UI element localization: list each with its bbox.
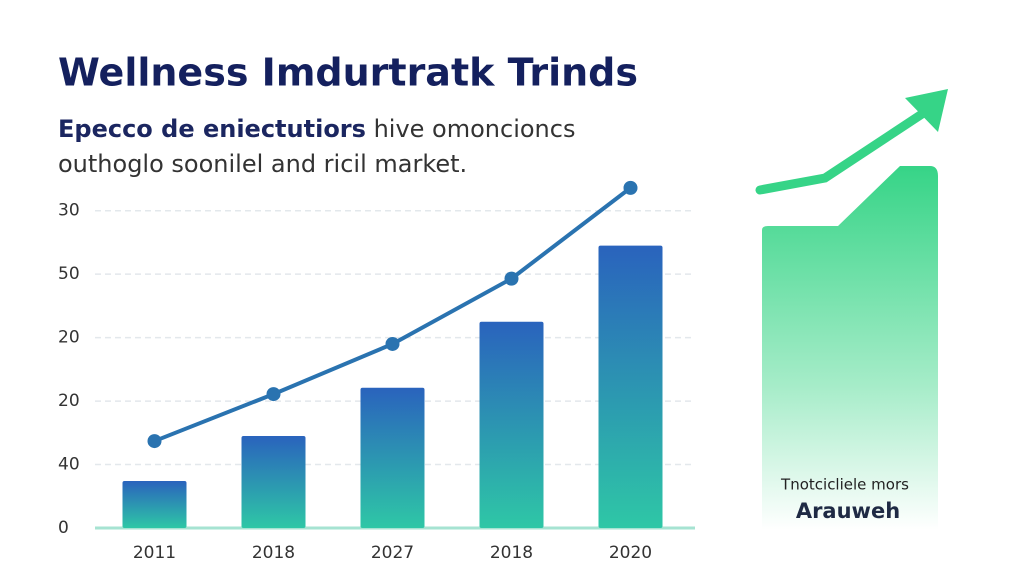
y-tick-label: 50 (58, 264, 80, 284)
x-tick-label: 2027 (371, 543, 414, 563)
bar (241, 435, 306, 528)
subtitle-part: hive omoncioncs (374, 115, 576, 143)
panel-arrow-head (905, 89, 948, 132)
subtitle: Epecco de eniectutiors hive omoncioncs (58, 115, 575, 143)
x-tick-label: 2018 (490, 543, 533, 563)
y-tick-label: 0 (58, 518, 69, 538)
x-tick-label: 2018 (252, 543, 295, 563)
bar (598, 245, 663, 529)
panel-label: Arauweh (796, 499, 900, 523)
bar (122, 481, 187, 528)
y-tick-label: 40 (58, 455, 80, 475)
panel-caption: Tnotcicliele mors (780, 476, 909, 494)
chart-title: Wellness Imdurtratk Trinds (58, 51, 638, 95)
y-tick-label: 20 (58, 391, 80, 411)
x-tick-label: 2011 (133, 543, 176, 563)
line-marker (385, 336, 400, 351)
x-tick-label: 2020 (609, 543, 652, 563)
subtitle-bold: Epecco de eniectutiors (58, 115, 366, 143)
line-marker (623, 180, 638, 195)
line-marker (504, 271, 519, 286)
bar (360, 387, 425, 528)
line-marker (266, 387, 281, 402)
panel-area (762, 166, 938, 530)
y-tick-label: 30 (58, 201, 80, 221)
y-tick-label: 20 (58, 328, 80, 348)
bar (479, 321, 544, 528)
subtitle-line: outhoglo soonilel and ricil market. (58, 150, 467, 178)
line-marker (147, 434, 162, 449)
panel-arrow (755, 107, 930, 195)
